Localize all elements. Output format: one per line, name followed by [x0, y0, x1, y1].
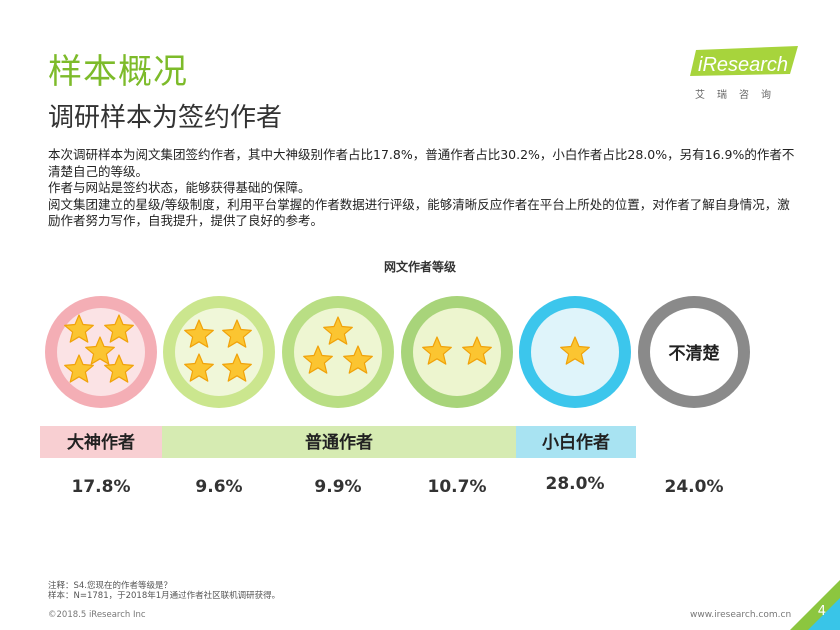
level-circle-inner: [650, 308, 738, 396]
unknown-label: 不清楚: [669, 343, 721, 364]
group-label: 普通作者: [305, 432, 373, 453]
star-icon: [560, 336, 590, 365]
level-circle-inner: [175, 308, 263, 396]
footnote-sample: 样本：N=1781，于2018年1月通过作者社区联机调研获得。: [48, 591, 281, 601]
page-subtitle: 调研样本为签约作者: [48, 103, 283, 133]
group-label: 小白作者: [542, 432, 610, 453]
description-line-3: 阅文集团建立的星级/等级制度，利用平台掌握的作者数据进行评级，能够清晰反应作者在…: [48, 196, 790, 229]
star-icon: [104, 314, 134, 343]
star-icon: [184, 319, 214, 348]
star-icon: [222, 319, 252, 348]
description-line-2: 作者与网站是签约状态，能够获得基础的保障。: [48, 180, 311, 195]
group-bar-1: [40, 426, 162, 458]
group-label: 大神作者: [67, 432, 135, 453]
star-icon: [104, 354, 134, 383]
value-label: 28.0%: [546, 474, 605, 494]
value-label: 9.9%: [314, 477, 361, 497]
star-icon: [422, 336, 452, 365]
level-circle-2: [163, 296, 275, 408]
copyright: ©2018.5 iResearch Inc: [48, 610, 146, 620]
star-icon: [85, 336, 115, 365]
star-icon: [462, 336, 492, 365]
logo-text: iResearch: [698, 54, 788, 76]
star-icon: [323, 316, 353, 345]
logo-subtitle: 艾瑞咨询: [695, 90, 783, 101]
chart-title: 网文作者等级: [383, 260, 456, 274]
star-icon: [222, 353, 252, 382]
footnote-question: 注释：S4.您现在的作者等级是？: [48, 581, 173, 591]
value-label: 10.7%: [428, 477, 487, 497]
level-circle-3: [282, 296, 394, 408]
star-icon: [343, 345, 373, 374]
star-icon: [184, 353, 214, 382]
website-link: www.iresearch.com.cn: [690, 610, 792, 620]
group-bar-3: [516, 426, 636, 458]
description-line-1: 本次调研样本为阅文集团签约作者，其中大神级别作者占比17.8%，普通作者占比30…: [48, 147, 795, 179]
star-icon: [64, 354, 94, 383]
group-bar-2: [162, 426, 516, 458]
star-icon: [303, 345, 333, 374]
corner-decoration: [790, 580, 840, 630]
level-circle-inner: [294, 308, 382, 396]
level-circle-inner: [413, 308, 501, 396]
level-circle-4: [401, 296, 513, 408]
level-circle-6: 不清楚: [638, 296, 750, 408]
level-circle-1: [45, 296, 157, 408]
value-label: 17.8%: [72, 477, 131, 497]
iresearch-logo: iResearch: [690, 46, 798, 76]
value-label: 9.6%: [195, 477, 242, 497]
level-circle-5: [519, 296, 631, 408]
page-title: 样本概况: [48, 52, 188, 92]
value-label: 24.0%: [665, 477, 724, 497]
footnote: 注释：S4.您现在的作者等级是？ 样本：N=1781，于2018年1月通过作者社…: [48, 581, 280, 601]
description-text: 本次调研样本为阅文集团签约作者，其中大神级别作者占比17.8%，普通作者占比30…: [48, 147, 798, 230]
page-number: 4: [817, 604, 826, 619]
star-icon: [64, 314, 94, 343]
